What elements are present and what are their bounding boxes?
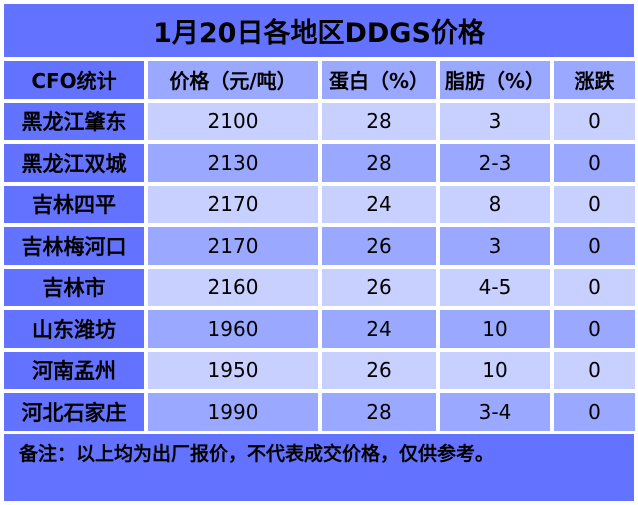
header-price: 价格（元/吨） bbox=[148, 61, 318, 99]
header-protein: 蛋白（%） bbox=[322, 61, 436, 99]
table-title: 1月20日各地区DDGS价格 bbox=[4, 4, 634, 57]
cell-price: 2170 bbox=[148, 185, 318, 223]
cell-protein: 26 bbox=[322, 227, 436, 265]
footnote: 备注：以上均为出厂报价，不代表成交价格，仅供参考。 bbox=[4, 434, 634, 501]
cell-fat: 4-5 bbox=[440, 268, 550, 306]
cell-price: 2130 bbox=[148, 144, 318, 182]
cell-change: 0 bbox=[554, 393, 635, 431]
header-change: 涨跌 bbox=[554, 61, 635, 99]
cell-region: 山东潍坊 bbox=[4, 310, 144, 348]
cell-price: 2160 bbox=[148, 268, 318, 306]
price-table: CFO统计 价格（元/吨） 蛋白（%） 脂肪（%） 涨跌 黑龙江肇东 2100 28 3 0 黑龙江… bbox=[4, 61, 635, 431]
cell-region: 吉林市 bbox=[4, 268, 144, 306]
cell-region: 河北石家庄 bbox=[4, 393, 144, 431]
cell-protein: 26 bbox=[322, 268, 436, 306]
cell-price: 1950 bbox=[148, 351, 318, 389]
cell-change: 0 bbox=[554, 185, 635, 223]
cell-change: 0 bbox=[554, 144, 635, 182]
cell-change: 0 bbox=[554, 102, 635, 140]
cell-price: 1960 bbox=[148, 310, 318, 348]
cell-change: 0 bbox=[554, 227, 635, 265]
cell-fat: 10 bbox=[440, 351, 550, 389]
header-region: CFO统计 bbox=[4, 61, 144, 99]
cell-fat: 8 bbox=[440, 185, 550, 223]
cell-fat: 3-4 bbox=[440, 393, 550, 431]
cell-fat: 2-3 bbox=[440, 144, 550, 182]
header-fat: 脂肪（%） bbox=[440, 61, 550, 99]
cell-change: 0 bbox=[554, 310, 635, 348]
cell-change: 0 bbox=[554, 268, 635, 306]
cell-price: 2100 bbox=[148, 102, 318, 140]
cell-region: 吉林四平 bbox=[4, 185, 144, 223]
cell-region: 河南孟州 bbox=[4, 351, 144, 389]
cell-region: 黑龙江肇东 bbox=[4, 102, 144, 140]
cell-fat: 10 bbox=[440, 310, 550, 348]
cell-protein: 28 bbox=[322, 393, 436, 431]
cell-price: 1990 bbox=[148, 393, 318, 431]
cell-fat: 3 bbox=[440, 227, 550, 265]
cell-protein: 24 bbox=[322, 310, 436, 348]
cell-region: 黑龙江双城 bbox=[4, 144, 144, 182]
cell-region: 吉林梅河口 bbox=[4, 227, 144, 265]
cell-protein: 24 bbox=[322, 185, 436, 223]
cell-price: 2170 bbox=[148, 227, 318, 265]
cell-change: 0 bbox=[554, 351, 635, 389]
cell-protein: 28 bbox=[322, 102, 436, 140]
cell-protein: 26 bbox=[322, 351, 436, 389]
cell-protein: 28 bbox=[322, 144, 436, 182]
cell-fat: 3 bbox=[440, 102, 550, 140]
